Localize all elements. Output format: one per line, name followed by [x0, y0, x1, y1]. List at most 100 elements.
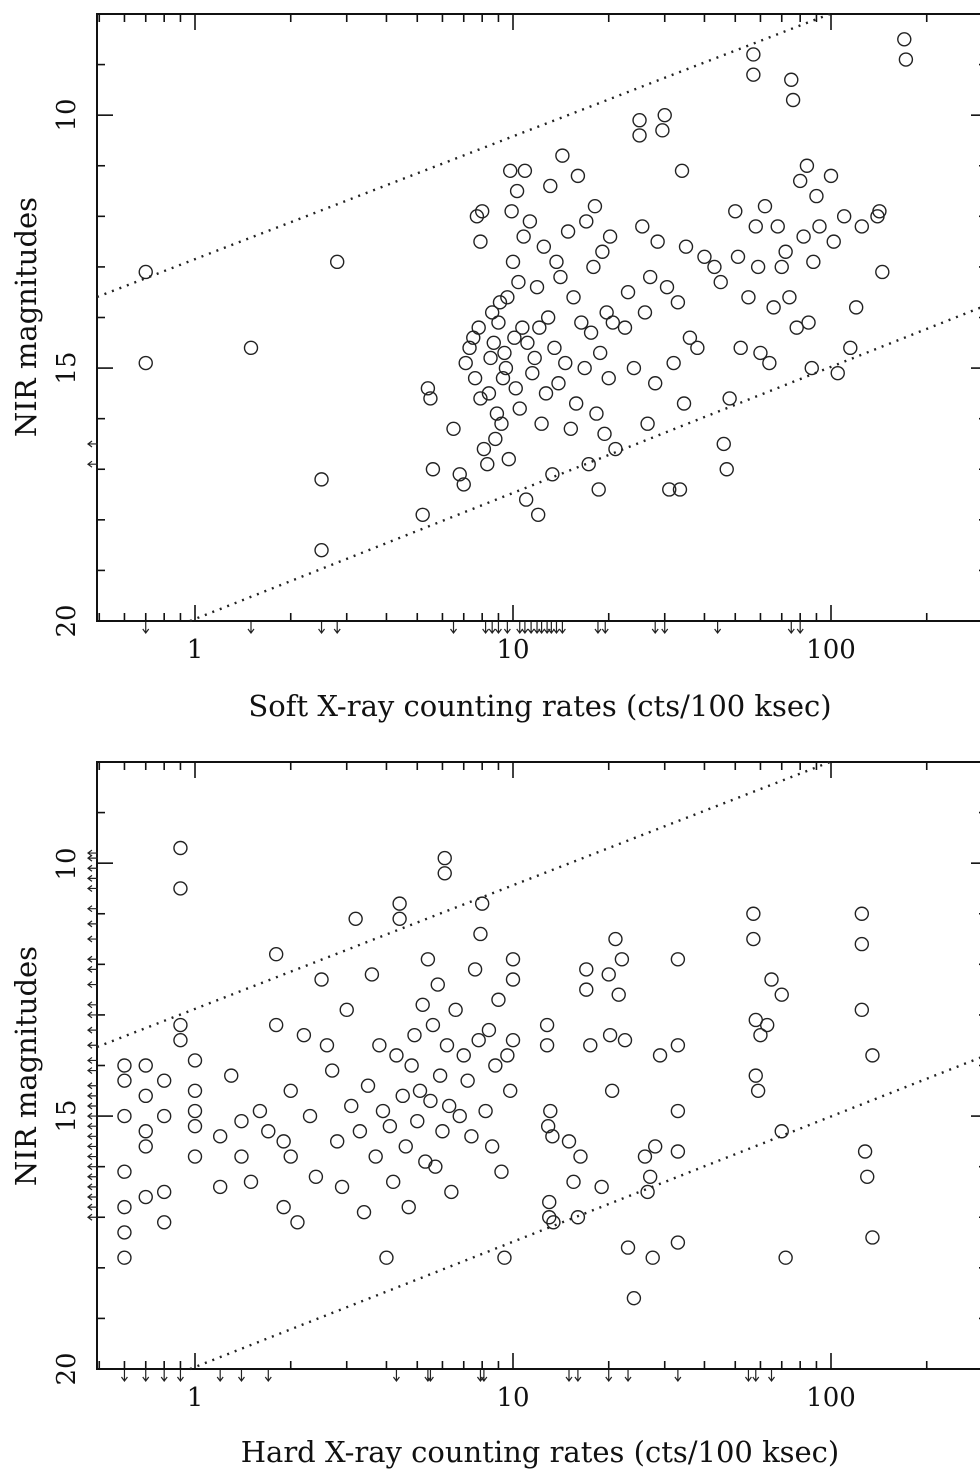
- soft-xray-data-point: [762, 355, 777, 371]
- hard-xray-data-point: [670, 1235, 686, 1250]
- hard-xray-data-point: [670, 1144, 686, 1159]
- hard-xray-data-point: [117, 1250, 132, 1265]
- soft-xray-data-point: [730, 249, 746, 264]
- hard-xray-data-point: [418, 1154, 433, 1169]
- hard-xray-data-point: [748, 1068, 763, 1083]
- hard-xray-y-upper-limit: [87, 864, 98, 872]
- hard-xray-data-point: [566, 1174, 581, 1190]
- soft-xray-data-point: [471, 320, 486, 335]
- soft-xray-data-point: [497, 345, 512, 361]
- soft-xray-data-point: [647, 376, 663, 391]
- hard-xray-x-upper-limit: [605, 1370, 613, 1382]
- hard-xray-data-point: [276, 1199, 291, 1215]
- soft-xray-data-point: [138, 355, 153, 371]
- soft-xray-data-point: [529, 279, 545, 295]
- hard-xray-data-point: [854, 936, 870, 952]
- soft-xray-data-point: [577, 360, 592, 376]
- hard-xray-x-upper-limit: [120, 1370, 128, 1382]
- soft-xray-data-point: [595, 244, 610, 259]
- hard-xray-data-point: [471, 1033, 486, 1048]
- soft-xray-data-point: [713, 274, 728, 290]
- soft-xray-data-point: [509, 183, 525, 199]
- hard-xray-y-tick-label: 20: [52, 1352, 82, 1385]
- hard-xray-y-upper-limit: [87, 1122, 98, 1130]
- soft-xray-data-point: [540, 310, 556, 325]
- soft-xray-data-point: [785, 92, 801, 108]
- soft-xray-data-point: [748, 219, 763, 234]
- hard-xray-data-point: [546, 1215, 561, 1230]
- hard-xray-data-point: [187, 1103, 203, 1119]
- hard-xray-data-point: [542, 1194, 557, 1210]
- hard-xray-data-point: [314, 972, 329, 987]
- hard-xray-data-point: [478, 1103, 493, 1119]
- hard-xray-tick-marks: [97, 762, 980, 1370]
- hard-xray-data-point: [865, 1048, 880, 1063]
- hard-xray-data-point: [857, 1144, 873, 1159]
- hard-xray-x-upper-limit: [624, 1370, 632, 1382]
- hard-xray-data-point: [187, 1053, 203, 1068]
- soft-xray-x-upper-limit: [651, 622, 659, 634]
- hard-xray-data-point: [542, 1210, 557, 1225]
- hard-xray-x-upper-limit: [264, 1370, 272, 1382]
- hard-xray-x-upper-limit: [176, 1370, 184, 1382]
- soft-xray-data-points: [138, 32, 914, 558]
- hard-xray-data-point: [138, 1139, 153, 1154]
- soft-xray-data-point: [446, 421, 461, 436]
- hard-xray-data-point: [670, 1103, 686, 1119]
- soft-xray-data-point: [512, 401, 527, 416]
- soft-xray-data-point: [650, 234, 665, 249]
- hard-xray-data-point: [494, 1164, 509, 1179]
- hard-xray-data-point: [540, 1118, 556, 1134]
- soft-xray-data-point: [476, 441, 492, 457]
- soft-xray-data-point: [480, 456, 495, 472]
- soft-xray-data-point: [243, 340, 259, 356]
- hard-xray-data-point: [173, 840, 188, 856]
- hard-xray-upper-limit-arrows: [87, 849, 775, 1382]
- hard-xray-data-point: [268, 947, 284, 962]
- soft-xray-x-upper-limit: [796, 622, 804, 634]
- hard-xray-plot-frame: [96, 761, 980, 1370]
- hard-xray-y-upper-limit: [87, 1183, 98, 1191]
- hard-xray-data-point: [746, 931, 761, 947]
- hard-xray-x-upper-limit: [142, 1370, 150, 1382]
- hard-xray-data-point: [173, 881, 188, 896]
- soft-xray-x-upper-limit: [661, 622, 669, 634]
- hard-xray-data-point: [224, 1068, 239, 1083]
- hard-xray-panel: 1 10 100 10 15 20 Hard X-ray counting ra…: [9, 760, 980, 1469]
- soft-xray-data-point: [770, 219, 785, 234]
- soft-xray-data-point: [581, 456, 596, 472]
- hard-xray-data-point: [456, 1048, 471, 1063]
- soft-xray-data-point: [587, 199, 603, 214]
- hard-xray-data-point: [614, 952, 630, 967]
- hard-xray-y-upper-limit: [87, 874, 98, 882]
- hard-xray-x-upper-limit: [752, 1370, 760, 1382]
- hard-xray-data-point: [854, 1002, 870, 1018]
- hard-xray-y-upper-limit: [87, 1203, 98, 1211]
- hard-xray-data-point: [608, 931, 623, 947]
- hard-xray-y-upper-limit: [87, 1011, 98, 1019]
- hard-xray-data-point: [329, 1134, 345, 1149]
- soft-xray-data-point: [491, 315, 506, 330]
- soft-xray-x-upper-limit: [142, 622, 150, 634]
- soft-xray-data-point: [486, 335, 501, 350]
- hard-xray-y-upper-limit: [87, 849, 98, 857]
- hard-xray-data-point: [234, 1113, 249, 1129]
- soft-xray-data-point: [690, 340, 705, 356]
- hard-xray-x-upper-limit: [216, 1370, 224, 1382]
- hard-xray-data-point: [187, 1118, 203, 1134]
- soft-xray-data-point: [620, 285, 636, 300]
- soft-xray-data-point: [566, 290, 581, 305]
- hard-xray-y-upper-limit: [87, 935, 98, 943]
- hard-xray-data-point: [187, 1083, 203, 1098]
- hard-xray-y-upper-limit: [87, 955, 98, 963]
- soft-xray-data-point: [774, 259, 789, 275]
- hard-xray-data-point: [392, 896, 407, 911]
- soft-xray-data-point: [423, 391, 438, 406]
- soft-xray-data-point: [452, 467, 467, 482]
- hard-xray-data-point: [385, 1174, 401, 1190]
- hard-xray-upper-guide-line: [96, 760, 831, 1049]
- hard-xray-data-point: [156, 1108, 172, 1124]
- soft-xray-data-point: [707, 259, 722, 275]
- soft-xray-data-point: [617, 320, 633, 335]
- soft-xray-data-point: [778, 244, 793, 259]
